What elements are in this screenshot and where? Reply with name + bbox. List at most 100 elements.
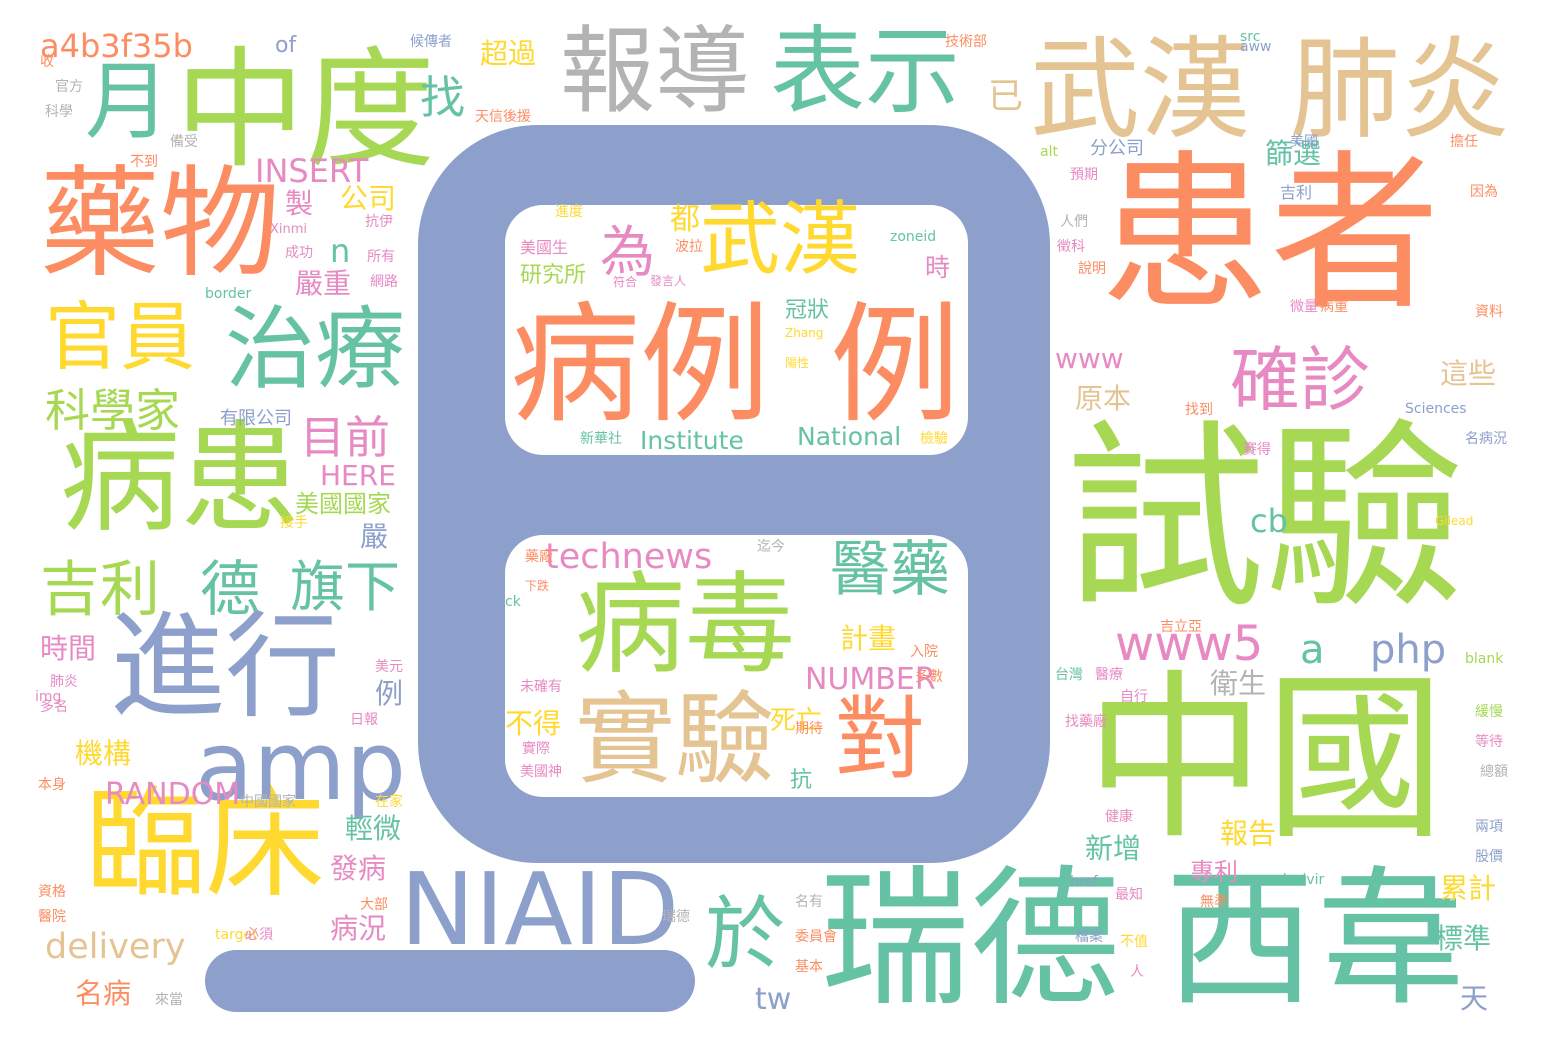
cloud-word: National bbox=[797, 422, 902, 451]
cloud-word: 名病況 bbox=[1465, 431, 1507, 447]
cloud-word: Zhang bbox=[785, 326, 824, 340]
cloud-word: 肺炎 bbox=[50, 674, 78, 690]
cloud-word: 表示 bbox=[770, 17, 961, 127]
cloud-word: 官員 bbox=[45, 293, 196, 381]
cloud-word: 日報 bbox=[350, 712, 378, 728]
cloud-word: 未確有 bbox=[520, 679, 562, 695]
cloud-word: 嚴重 bbox=[295, 267, 352, 300]
cloud-word: 不到 bbox=[130, 154, 158, 170]
cloud-word: 患者 bbox=[1100, 136, 1441, 334]
cloud-word: 等待 bbox=[1475, 734, 1503, 750]
cloud-word: 於 bbox=[705, 888, 785, 981]
cloud-word: 緩慢 bbox=[1475, 704, 1503, 720]
cloud-word: 累計 bbox=[1440, 872, 1497, 905]
cloud-word: php bbox=[1370, 627, 1447, 673]
cloud-word: href bbox=[1070, 874, 1098, 890]
cloud-word: 武漢 bbox=[1030, 26, 1250, 154]
cloud-word: 對 bbox=[835, 687, 925, 792]
cloud-word: 名有 bbox=[795, 894, 823, 910]
cloud-word: 找到 bbox=[1185, 402, 1213, 418]
cloud-word: 製 bbox=[285, 187, 314, 220]
cloud-word: src bbox=[1240, 29, 1261, 45]
cloud-word: 賽得 bbox=[1243, 442, 1271, 458]
cloud-word: zoneid bbox=[890, 229, 937, 245]
cloud-word: 死亡 bbox=[770, 706, 823, 736]
cloud-word: 科學家 bbox=[45, 384, 181, 437]
cloud-word: HERE bbox=[320, 459, 396, 492]
cloud-word: 台灣 bbox=[1055, 667, 1083, 683]
cloud-word: 人 bbox=[1130, 964, 1144, 980]
cloud-word: NIAID bbox=[400, 851, 680, 968]
cloud-word: 超過 bbox=[480, 37, 537, 70]
cloud-word: 說明 bbox=[1078, 261, 1106, 277]
cloud-word: 新華社 bbox=[580, 431, 622, 447]
cloud-word: 美國神 bbox=[520, 764, 562, 780]
cloud-word: 入院 bbox=[910, 644, 938, 660]
cloud-word: 專利 bbox=[1190, 858, 1238, 886]
cloud-word: Institute bbox=[640, 426, 744, 455]
cloud-word: 篩選 bbox=[1265, 137, 1322, 170]
cloud-word: 擔任 bbox=[1450, 134, 1478, 150]
cloud-word: 病重 bbox=[1320, 299, 1348, 315]
cloud-word: www bbox=[1055, 342, 1124, 375]
cloud-word: 兩項 bbox=[1475, 819, 1503, 835]
cloud-word: 報告 bbox=[1220, 817, 1277, 850]
cloud-word: 總額 bbox=[1480, 764, 1508, 780]
cloud-word: of bbox=[275, 33, 297, 58]
cloud-word: 名病 bbox=[75, 977, 132, 1010]
cloud-word: 有限公司 bbox=[220, 408, 292, 429]
cloud-word: 藥廠 bbox=[525, 549, 553, 565]
cloud-word: 月 bbox=[85, 53, 171, 152]
cloud-word: Sciences bbox=[1405, 401, 1467, 417]
cloud-word: ck bbox=[505, 594, 521, 610]
cloud-word: 確診 bbox=[1230, 339, 1370, 421]
cloud-word: 這些 bbox=[1440, 357, 1497, 390]
cloud-word: blank bbox=[1465, 651, 1504, 667]
cloud-word: 候傳者 bbox=[410, 34, 452, 50]
cloud-word: 治療 bbox=[225, 297, 405, 402]
cloud-word: 自行 bbox=[1120, 689, 1148, 705]
cloud-word: 微量 bbox=[1290, 299, 1318, 315]
cloud-word: 抗伊 bbox=[365, 214, 393, 230]
cloud-word: 不值 bbox=[1120, 934, 1148, 950]
cloud-word: www5 bbox=[1115, 616, 1264, 672]
cloud-word: 無準 bbox=[1200, 894, 1228, 910]
cloud-word: 迄今 bbox=[757, 539, 785, 555]
cloud-word: RANDOM bbox=[105, 777, 241, 812]
cloud-word: 天信後援 bbox=[475, 109, 531, 125]
cloud-word: INSERT bbox=[255, 152, 369, 190]
cloud-word: 分公司 bbox=[1090, 138, 1144, 159]
cloud-word: 例 bbox=[375, 677, 404, 710]
cloud-word: 病例 bbox=[510, 289, 771, 441]
cloud-word: 進度 bbox=[555, 204, 583, 220]
cloud-word: 科學 bbox=[45, 104, 73, 120]
cloud-word: 中國 bbox=[1085, 655, 1446, 864]
cloud-word: 期待 bbox=[795, 721, 823, 737]
cloud-word: 瑞德 bbox=[662, 909, 690, 925]
cloud-word: 中度 bbox=[175, 34, 436, 186]
cloud-word: 時 bbox=[925, 253, 951, 282]
cloud-word: 因為 bbox=[1470, 184, 1498, 200]
cloud-word: Xinmi bbox=[270, 222, 308, 237]
cloud-word: border bbox=[205, 286, 252, 302]
cloud-word: 目前 bbox=[300, 411, 391, 464]
cloud-word: Gilead bbox=[1435, 514, 1474, 528]
cloud-word: technews bbox=[545, 537, 713, 577]
cloud-word: 多數 bbox=[915, 669, 943, 685]
cloud-word: 醫藥 bbox=[830, 535, 950, 605]
cloud-word: 檢驗 bbox=[920, 431, 948, 447]
cloud-word: 臨床 bbox=[85, 775, 325, 914]
cloud-word: 找 bbox=[420, 71, 466, 124]
cloud-word: 實際 bbox=[522, 741, 550, 757]
cloud-word: 原本 bbox=[1075, 382, 1132, 415]
cloud-word: 西韋 bbox=[1165, 853, 1466, 1027]
cloud-word: 委員會 bbox=[795, 929, 837, 945]
cloud-word: 下跌 bbox=[525, 579, 550, 593]
cloud-word: 美國 bbox=[1290, 134, 1318, 150]
cloud-word: 進行 bbox=[110, 600, 341, 734]
cloud-word: 冠狀 bbox=[785, 298, 830, 323]
cloud-word: 吉利 bbox=[1280, 183, 1313, 202]
cloud-word: 必須 bbox=[245, 927, 273, 943]
cloud-word: 發病 bbox=[330, 852, 387, 885]
